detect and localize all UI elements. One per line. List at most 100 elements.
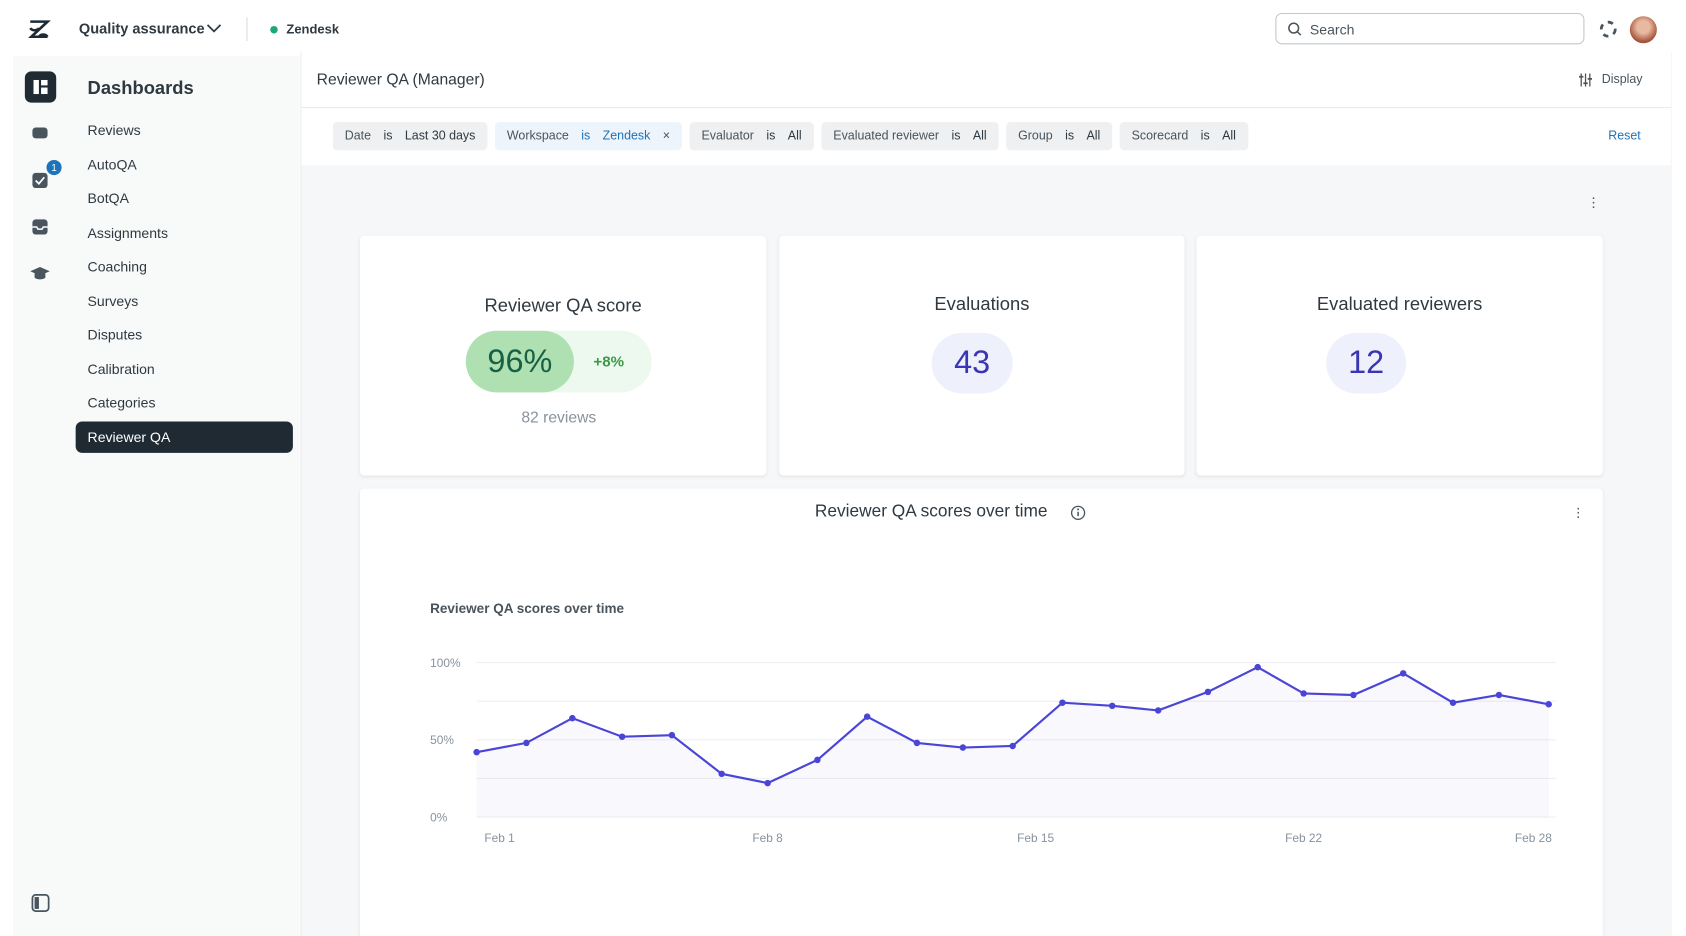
- score-card: Reviewer QA score 96% +8% 82 reviews: [359, 235, 767, 476]
- nav-item[interactable]: AutoQA: [87, 156, 137, 173]
- filter-chip[interactable]: Evaluated reviewer is All: [821, 122, 999, 151]
- card-title: Evaluated reviewers: [1316, 293, 1483, 315]
- filter-field: Group: [1018, 129, 1053, 143]
- nav-item[interactable]: Assignments: [87, 224, 168, 241]
- filter-op: is: [581, 129, 591, 143]
- display-icon[interactable]: [1578, 72, 1593, 87]
- point: [1350, 691, 1357, 699]
- divider: [246, 17, 248, 42]
- filter-value: Zendesk: [602, 129, 651, 143]
- filter-chip[interactable]: Scorecard is All: [1119, 122, 1248, 151]
- filter-chip[interactable]: Date is Last 30 days: [332, 122, 488, 151]
- point: [1009, 742, 1016, 750]
- chart-panel: Reviewer QA scores over time · · ·: [359, 488, 1603, 936]
- point: [473, 748, 480, 756]
- filter-op: is: [1065, 129, 1075, 143]
- collapse-icon[interactable]: [31, 894, 50, 912]
- score-delta: +8%: [593, 352, 625, 370]
- filter-field: Scorecard: [1131, 129, 1189, 143]
- sidebar: [67, 56, 300, 936]
- point: [1300, 690, 1307, 697]
- search-box[interactable]: Search: [1275, 12, 1585, 45]
- point: [523, 739, 530, 747]
- point: [718, 770, 725, 778]
- point: [1399, 670, 1407, 677]
- nav-item[interactable]: Reviews: [87, 122, 141, 139]
- y-tick-label: 0%: [430, 810, 448, 824]
- sidebar-title: Dashboards: [87, 77, 194, 99]
- logo[interactable]: [28, 18, 52, 40]
- chevron[interactable]: [206, 23, 222, 34]
- point: [1254, 663, 1261, 671]
- page-title: Reviewer QA (Manager): [316, 71, 485, 89]
- y-tick-label: 50%: [430, 733, 454, 747]
- filter-chip[interactable]: Group is All: [1006, 122, 1113, 151]
- point: [764, 779, 771, 787]
- nav-item[interactable]: Calibration: [87, 360, 155, 377]
- filter-field: Evaluator: [701, 129, 754, 143]
- point: [1495, 691, 1503, 699]
- help-icon[interactable]: [1599, 20, 1617, 38]
- avatar[interactable]: [1629, 16, 1657, 44]
- x-tick-label: Feb 1: [484, 831, 515, 845]
- evaluations-card: Evaluations 43: [779, 235, 1185, 476]
- point: [1545, 701, 1552, 708]
- panel-title: Reviewer QA scores over time: [814, 502, 1048, 521]
- point: [1204, 688, 1212, 696]
- point: [668, 731, 676, 739]
- inbox-icon[interactable]: [31, 218, 48, 235]
- filter-value: All: [787, 129, 802, 143]
- conversations-icon[interactable]: [31, 125, 50, 142]
- nav-item[interactable]: Surveys: [87, 292, 139, 309]
- search-placeholder: Search: [1309, 21, 1355, 38]
- point: [618, 733, 626, 740]
- filter-field: Evaluated reviewer: [833, 129, 940, 143]
- point: [863, 713, 871, 720]
- filter-chip[interactable]: Workspace is Zendesk ×: [495, 122, 682, 151]
- search-icon: [1288, 22, 1302, 36]
- point: [959, 744, 967, 751]
- kebab[interactable]: · · ·: [1590, 188, 1596, 214]
- point: [569, 714, 576, 722]
- area: [476, 667, 1549, 818]
- reviewers-card: Evaluated reviewers 12: [1196, 235, 1603, 476]
- nav-item[interactable]: Categories: [87, 394, 156, 411]
- card-title: Reviewer QA score: [484, 295, 642, 316]
- filter-value: All: [1222, 129, 1236, 143]
- filter-value: All: [1086, 129, 1101, 143]
- coaching-icon[interactable]: [29, 265, 51, 282]
- point: [1059, 699, 1066, 706]
- x-tick-label: Feb 8: [752, 831, 783, 845]
- header-border: [301, 106, 1671, 109]
- filter-op: is: [766, 129, 776, 143]
- filter-field: Workspace: [506, 129, 569, 143]
- score-note: 82 reviews: [521, 409, 597, 427]
- point: [1154, 707, 1162, 714]
- x-tick-label: Feb 15: [1017, 831, 1054, 845]
- nav-item[interactable]: BotQA: [87, 190, 129, 207]
- point: [1449, 699, 1457, 706]
- filter-field: Date: [344, 129, 372, 143]
- point: [913, 739, 921, 747]
- icon-rail: [12, 56, 68, 936]
- tasks-icon[interactable]: [31, 172, 48, 189]
- card-value: 43: [931, 332, 1013, 394]
- reset-link[interactable]: Reset: [1608, 129, 1641, 143]
- card-title: Evaluations: [934, 293, 1030, 315]
- nav-item[interactable]: Disputes: [87, 326, 143, 343]
- workspace[interactable]: Zendesk: [286, 21, 340, 37]
- x-tick-label: Feb 28: [1515, 831, 1552, 845]
- remove: ×: [650, 129, 671, 143]
- dashboards-icon[interactable]: [24, 71, 57, 103]
- filter-chip[interactable]: Evaluator is All: [689, 122, 814, 151]
- product-name[interactable]: Quality assurance: [78, 20, 205, 37]
- nav-item[interactable]: Reviewer QA: [75, 420, 293, 453]
- point: [814, 756, 821, 764]
- display-button[interactable]: Display: [1601, 73, 1643, 87]
- panel-kebab[interactable]: · · ·: [1575, 498, 1581, 525]
- info-icon[interactable]: [1070, 505, 1086, 521]
- nav-item[interactable]: Coaching: [87, 258, 147, 275]
